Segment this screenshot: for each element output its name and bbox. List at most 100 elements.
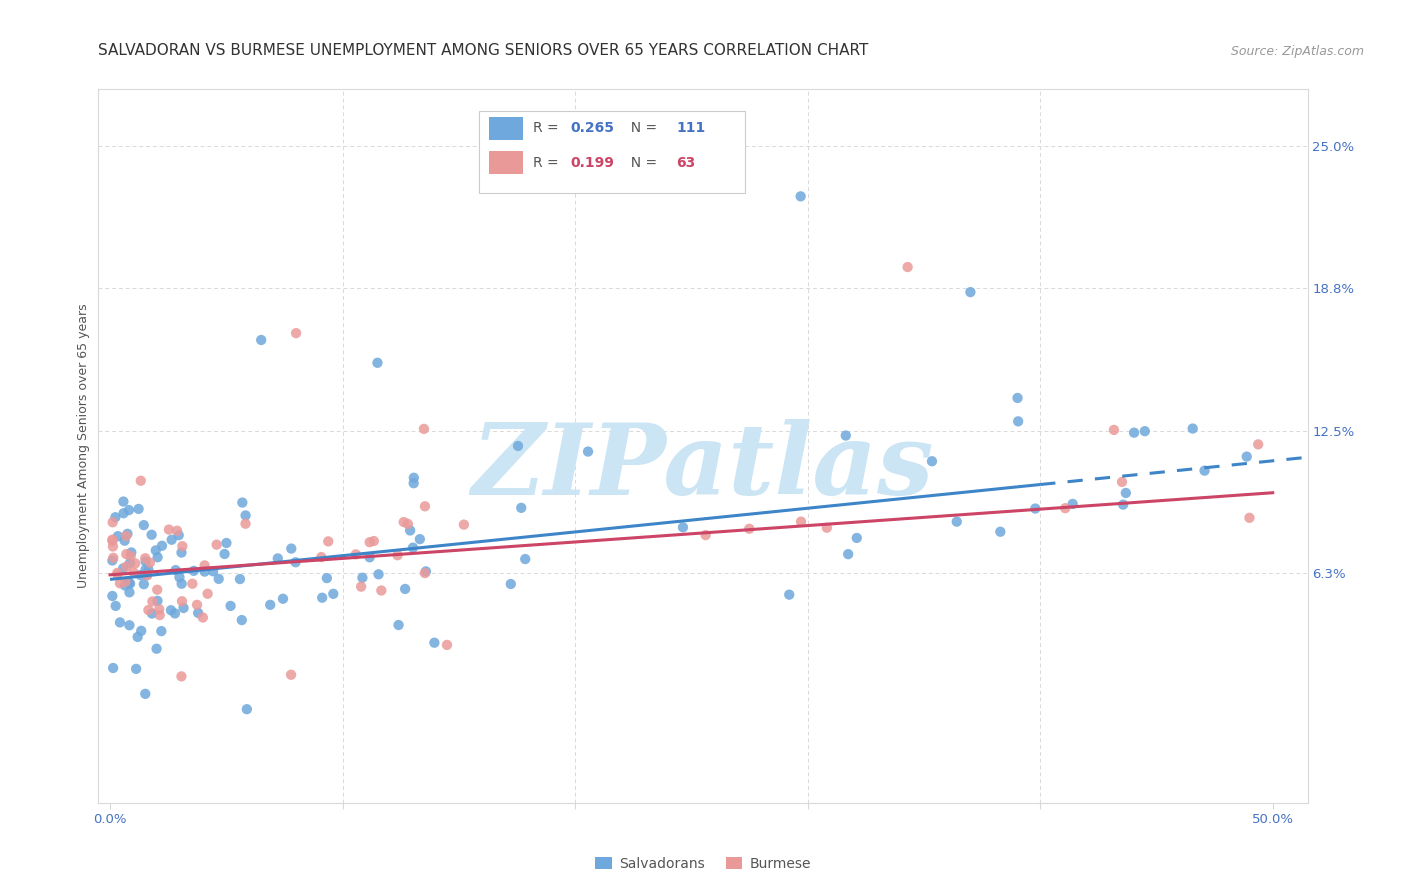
- Point: [322, 587, 344, 601]
- Point: [1112, 498, 1135, 512]
- Point: [120, 549, 142, 564]
- Point: [114, 578, 136, 592]
- Point: [132, 518, 155, 533]
- Point: [988, 524, 1011, 539]
- Point: [117, 526, 139, 541]
- Point: [1181, 421, 1204, 435]
- Point: [136, 568, 159, 582]
- Point: [134, 551, 156, 566]
- Point: [208, 572, 231, 586]
- Point: [229, 572, 252, 586]
- Point: [118, 618, 141, 632]
- Text: 0.265: 0.265: [569, 121, 614, 136]
- Text: N =: N =: [621, 121, 661, 136]
- Point: [413, 500, 436, 514]
- Point: [134, 687, 156, 701]
- Point: [118, 556, 141, 570]
- Point: [163, 607, 186, 621]
- Point: [402, 471, 425, 485]
- Point: [101, 533, 124, 548]
- Point: [170, 669, 193, 683]
- Text: N =: N =: [621, 156, 661, 169]
- Point: [695, 528, 717, 542]
- Point: [104, 510, 127, 524]
- Point: [112, 494, 135, 508]
- Point: [122, 566, 145, 580]
- Point: [150, 539, 173, 553]
- Point: [108, 615, 131, 630]
- Point: [172, 539, 194, 553]
- Point: [118, 503, 141, 517]
- Point: [115, 529, 138, 543]
- Point: [125, 662, 148, 676]
- Point: [815, 521, 838, 535]
- Point: [148, 602, 170, 616]
- Point: [778, 588, 800, 602]
- FancyBboxPatch shape: [479, 111, 745, 193]
- Point: [173, 601, 195, 615]
- Point: [359, 550, 381, 565]
- Point: [202, 564, 225, 578]
- Point: [170, 594, 193, 608]
- Point: [146, 582, 169, 597]
- Point: [129, 624, 152, 638]
- Point: [359, 535, 381, 549]
- Point: [118, 576, 141, 591]
- Point: [169, 570, 191, 584]
- FancyBboxPatch shape: [489, 117, 523, 140]
- Point: [1247, 437, 1270, 451]
- Point: [103, 550, 125, 565]
- Point: [219, 599, 242, 613]
- Text: R =: R =: [533, 121, 562, 136]
- Point: [115, 547, 138, 561]
- Point: [367, 567, 389, 582]
- Point: [1054, 501, 1077, 516]
- Point: [1102, 423, 1125, 437]
- Point: [280, 667, 302, 681]
- Point: [231, 495, 253, 509]
- Point: [129, 474, 152, 488]
- Point: [112, 506, 135, 520]
- Point: [167, 528, 190, 542]
- Point: [118, 585, 141, 599]
- Point: [413, 422, 436, 436]
- Point: [250, 333, 273, 347]
- Point: [315, 571, 337, 585]
- Point: [101, 553, 124, 567]
- Point: [738, 522, 761, 536]
- Point: [453, 517, 475, 532]
- Point: [402, 541, 425, 555]
- Point: [183, 564, 205, 578]
- Point: [1024, 501, 1046, 516]
- Point: [267, 551, 290, 566]
- Point: [114, 533, 136, 548]
- Point: [205, 538, 228, 552]
- Point: [141, 607, 163, 621]
- Point: [1111, 475, 1133, 489]
- Text: 63: 63: [676, 156, 696, 169]
- Point: [141, 594, 163, 608]
- Point: [316, 534, 339, 549]
- Point: [124, 557, 146, 571]
- Point: [835, 428, 858, 442]
- FancyBboxPatch shape: [489, 151, 523, 175]
- Point: [194, 565, 217, 579]
- Point: [214, 547, 236, 561]
- Point: [145, 543, 167, 558]
- Point: [387, 548, 409, 562]
- Point: [129, 568, 152, 582]
- Point: [959, 285, 981, 299]
- Point: [120, 576, 142, 591]
- Point: [409, 532, 432, 546]
- Point: [235, 516, 257, 531]
- Point: [127, 630, 149, 644]
- Text: ZIPatlas: ZIPatlas: [472, 419, 934, 516]
- Point: [107, 529, 129, 543]
- Point: [1133, 424, 1156, 438]
- Point: [1239, 511, 1261, 525]
- Text: R =: R =: [533, 156, 562, 169]
- Point: [370, 583, 392, 598]
- Point: [1115, 486, 1137, 500]
- Point: [280, 541, 302, 556]
- Point: [138, 603, 160, 617]
